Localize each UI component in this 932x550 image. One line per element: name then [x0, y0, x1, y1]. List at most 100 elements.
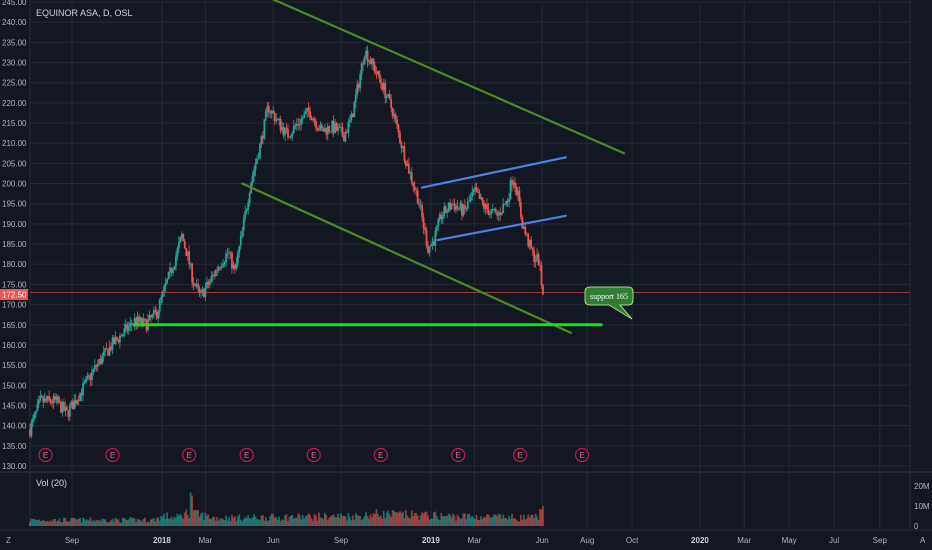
candle-body [319, 124, 322, 131]
candle-body [67, 410, 70, 417]
volume-bar [141, 521, 143, 526]
candle-body [105, 348, 108, 350]
volume-bar [393, 510, 395, 526]
auto-scale-button[interactable]: A [920, 536, 926, 545]
volume-bar [203, 520, 205, 526]
candle-body [382, 83, 385, 91]
volume-bar [493, 514, 496, 526]
volume-bar [438, 520, 441, 526]
y-tick-label: 195.00 [2, 200, 27, 209]
volume-bar [381, 518, 384, 526]
volume-bar [173, 516, 176, 526]
volume-bar [149, 519, 152, 526]
candle-body [371, 58, 373, 64]
candle-body [149, 314, 152, 318]
volume-bar [319, 517, 322, 526]
y-tick-label: 170.00 [2, 301, 27, 310]
earnings-badge [182, 447, 197, 463]
volume-bar [273, 517, 276, 526]
candle-body [348, 120, 351, 122]
y-tick-label: 145.00 [2, 401, 27, 410]
volume-bar [297, 513, 300, 526]
volume-bar [303, 518, 306, 526]
candle-body [68, 405, 71, 417]
volume-bar [315, 515, 317, 526]
candle-body [353, 102, 356, 118]
candle-body [288, 137, 291, 139]
candle-body [114, 337, 117, 344]
volume-bar [496, 516, 499, 526]
candle-body [107, 349, 110, 356]
candle-body [194, 285, 196, 287]
volume-bar [261, 515, 264, 526]
candle-body [197, 283, 199, 288]
volume-bar [458, 516, 460, 526]
candle-body [410, 172, 413, 183]
candle-body [116, 337, 118, 340]
volume-bar [166, 512, 168, 526]
volume-bar [70, 517, 73, 526]
volume-bar [229, 521, 232, 526]
candle-body [337, 127, 339, 131]
candle-body [413, 186, 416, 190]
candle-body [154, 310, 157, 312]
volume-bar [527, 514, 530, 526]
candle-body [161, 291, 164, 297]
volume-bar [466, 514, 469, 526]
volume-bar [191, 495, 194, 526]
candle-body [434, 230, 437, 246]
candle-body [338, 127, 341, 129]
volume-bar [312, 520, 314, 526]
timezone-corner-button[interactable]: Z [6, 536, 11, 545]
volume-bar [189, 492, 192, 526]
candle-body [200, 290, 202, 293]
volume-bar [95, 519, 98, 526]
volume-bar [58, 518, 61, 526]
volume-bar [348, 517, 351, 526]
candle-body [60, 401, 62, 413]
volume-bar [197, 509, 199, 526]
candle-body [63, 402, 65, 411]
candle-body [176, 248, 179, 257]
candle-body [182, 234, 185, 242]
volume-bar [104, 519, 107, 526]
y-tick-label: 205.00 [2, 159, 27, 168]
candle-body [484, 204, 487, 209]
volume-bar [74, 519, 77, 526]
volume-bar [226, 520, 229, 526]
volume-bar [172, 519, 174, 526]
volume-bar [157, 517, 160, 526]
earnings-badge [451, 447, 466, 463]
earnings-marker: E [105, 447, 120, 463]
volume-bar [387, 510, 390, 526]
candles [29, 45, 544, 439]
volume-bar [534, 513, 537, 526]
volume-bar [474, 519, 477, 526]
volume-bar [49, 520, 52, 526]
earnings-marker: E [182, 447, 197, 463]
grid-lines [30, 1, 910, 530]
candle-body [517, 190, 519, 196]
volume-bar [210, 519, 213, 526]
candle-body [251, 175, 254, 184]
candle-body [432, 241, 435, 246]
candle-body [43, 398, 46, 403]
volume-bar [359, 516, 362, 526]
volume-bar [400, 512, 403, 526]
volume-bar [40, 521, 43, 526]
volume-bar [110, 520, 112, 526]
volume-bar [430, 518, 432, 526]
volume-bar [332, 514, 335, 526]
candle-body [406, 163, 409, 166]
volume-bar [67, 521, 70, 526]
volume-bar [335, 517, 338, 526]
candle-body [303, 114, 306, 119]
candle-body [213, 274, 216, 277]
volume-bar [379, 515, 382, 526]
candle-body [357, 84, 360, 89]
candle-body [76, 400, 79, 404]
volume-bar [120, 522, 123, 526]
candle-body [58, 401, 61, 403]
volume-bar [130, 517, 133, 526]
